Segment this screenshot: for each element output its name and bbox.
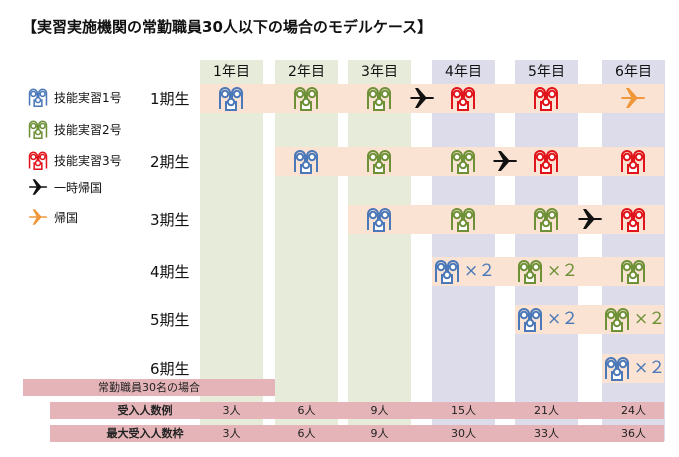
year-header: 5年目 <box>528 64 565 80</box>
family-blue-icon <box>28 87 48 107</box>
family-blue-icon <box>293 148 319 174</box>
summary-value: 3人 <box>222 404 241 417</box>
year-column <box>200 60 263 441</box>
family-red-icon <box>620 148 646 174</box>
cohort-label: 5期生 <box>150 311 190 329</box>
airplane-black-icon <box>577 206 603 232</box>
summary-value: 3人 <box>222 427 241 440</box>
year-column <box>515 60 578 441</box>
multiplier-label: ×２ <box>634 309 666 329</box>
cohort-label: 2期生 <box>150 153 190 171</box>
year-header: 4年目 <box>445 64 482 80</box>
family-red-icon <box>533 85 559 111</box>
cohort-label: 6期生 <box>150 360 190 378</box>
legend-item: 帰国 <box>28 207 78 227</box>
family-green-icon <box>293 85 319 111</box>
family-red-icon <box>620 206 646 232</box>
summary-value: 9人 <box>370 404 389 417</box>
family-blue-icon <box>218 85 244 111</box>
legend-label: 一時帰国 <box>54 180 103 195</box>
family-green-icon <box>28 119 48 139</box>
family-green-icon <box>620 258 646 284</box>
year-header: 2年目 <box>288 64 325 80</box>
year-column <box>275 60 338 441</box>
airplane-orange-icon <box>28 207 48 227</box>
family-green-icon <box>366 85 392 111</box>
family-green-icon <box>604 306 630 332</box>
year-column <box>348 60 411 441</box>
summary-value: 15人 <box>451 404 476 417</box>
multiplier-label: ×２ <box>547 261 579 281</box>
legend-label: 技能実習1号 <box>54 90 122 105</box>
summary-row: 最大受入人数枠 3人 6人 9人 30人 33人 36人 <box>50 425 664 442</box>
legend-label: 技能実習3号 <box>54 153 122 168</box>
summary-row-label: 最大受入人数枠 <box>106 427 184 440</box>
summary-row-label: 受入人数例 <box>117 404 173 417</box>
legend-label: 技能実習2号 <box>54 122 122 137</box>
summary-row: 受入人数例 3人 6人 9人 15人 21人 24人 <box>50 402 664 419</box>
cohort-label: 1期生 <box>150 90 190 108</box>
summary-value: 9人 <box>370 427 389 440</box>
family-blue-icon <box>366 206 392 232</box>
family-blue-icon <box>604 355 630 381</box>
family-blue-icon <box>517 306 543 332</box>
airplane-orange-icon <box>620 85 646 111</box>
diagram-title: 【実習実施機関の常勤職員30人以下の場合のモデルケース】 <box>22 18 433 36</box>
summary-value: 6人 <box>297 427 316 440</box>
summary-value: 21人 <box>534 404 559 417</box>
legend-item: 技能実習3号 <box>28 150 122 170</box>
family-blue-icon <box>434 258 460 284</box>
airplane-black-icon <box>28 177 48 197</box>
year-column <box>602 60 665 441</box>
multiplier-label: ×２ <box>464 261 496 281</box>
family-green-icon <box>450 206 476 232</box>
year-header: 3年目 <box>361 64 398 80</box>
year-column <box>432 60 495 441</box>
airplane-black-icon <box>409 85 435 111</box>
family-green-icon <box>517 258 543 284</box>
legend-item: 技能実習1号 <box>28 87 122 107</box>
family-red-icon <box>450 85 476 111</box>
legend-item: 一時帰国 <box>28 177 102 197</box>
summary-value: 36人 <box>621 427 646 440</box>
cohort-label: 3期生 <box>150 211 190 229</box>
cohort-band <box>348 205 664 234</box>
summary-value: 30人 <box>451 427 476 440</box>
multiplier-label: ×２ <box>634 358 666 378</box>
family-green-icon <box>366 148 392 174</box>
legend-item: 技能実習2号 <box>28 119 122 139</box>
family-red-icon <box>28 150 48 170</box>
airplane-black-icon <box>492 148 518 174</box>
cohort-label: 4期生 <box>150 263 190 281</box>
multiplier-label: ×２ <box>547 309 579 329</box>
summary-value: 33人 <box>534 427 559 440</box>
summary-value: 6人 <box>297 404 316 417</box>
family-red-icon <box>533 148 559 174</box>
summary-value: 24人 <box>621 404 646 417</box>
family-green-icon <box>450 148 476 174</box>
family-green-icon <box>533 206 559 232</box>
year-header: 1年目 <box>213 64 250 80</box>
legend-label: 帰国 <box>54 210 79 225</box>
year-header: 6年目 <box>615 64 652 80</box>
summary-heading: 常勤職員30名の場合 <box>23 379 275 396</box>
